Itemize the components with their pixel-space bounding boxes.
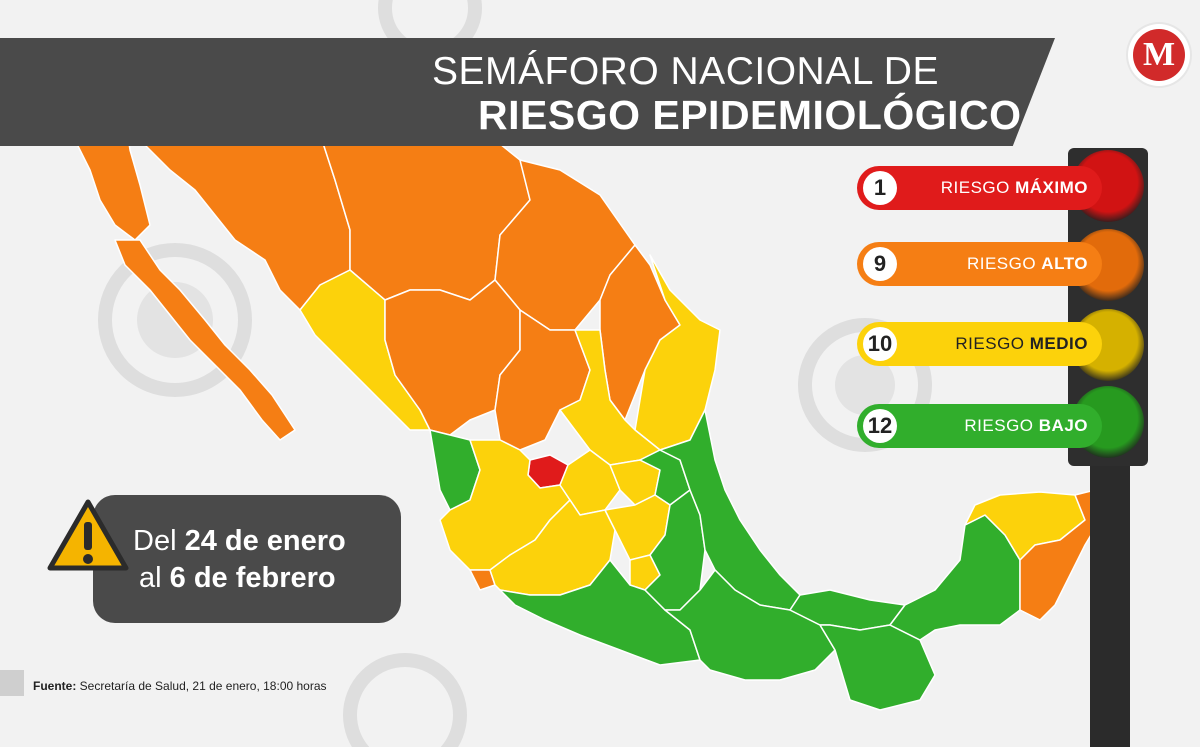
source-text: Secretaría de Salud, 21 de enero, 18:00 …: [76, 679, 327, 693]
source-marker: [0, 670, 24, 696]
logo-circle: [1133, 29, 1185, 81]
legend-count: 1: [863, 171, 897, 205]
legend-count: 10: [863, 327, 897, 361]
legend-level: BAJO: [1038, 416, 1088, 435]
warning-icon: [47, 499, 129, 571]
legend-prefix: RIESGO: [966, 254, 1042, 273]
legend-level: MÁXIMO: [1015, 178, 1088, 197]
legend-item-maximo: 1 RIESGO MÁXIMO: [857, 166, 1102, 210]
date-range-box: [93, 495, 401, 623]
traffic-light-pole: [1090, 455, 1130, 747]
date-prefix-1: Del: [133, 525, 185, 557]
legend-label: RIESGO ALTO: [967, 242, 1088, 286]
date-line-1: Del 24 de enero: [133, 525, 346, 558]
state-campeche: [889, 514, 1021, 641]
logo-letter: M: [1142, 36, 1176, 73]
title-banner: [0, 38, 1055, 146]
virus-decoration: [98, 0, 932, 747]
state-chiapas: [819, 624, 936, 711]
legend-count: 9: [863, 247, 897, 281]
legend-prefix: RIESGO: [964, 416, 1039, 435]
legend-item-bajo: 12 RIESGO BAJO: [857, 404, 1102, 448]
legend-item-medio: 10 RIESGO MEDIO: [857, 322, 1102, 366]
date-start: 24 de enero: [184, 525, 346, 557]
date-end: 6 de febrero: [169, 562, 336, 594]
legend-label: RIESGO MEDIO: [955, 322, 1088, 366]
legend-item-alto: 9 RIESGO ALTO: [857, 242, 1102, 286]
legend-label: RIESGO MÁXIMO: [941, 166, 1088, 210]
legend-level: MEDIO: [1029, 334, 1088, 353]
state-baja-california-sur: [114, 239, 296, 441]
legend-level: ALTO: [1041, 254, 1088, 273]
legend-prefix: RIESGO: [940, 178, 1016, 197]
date-line-2: al 6 de febrero: [139, 562, 336, 595]
source-label: Fuente:: [33, 679, 77, 693]
date-prefix-2: al: [139, 562, 170, 594]
title-line-1: SEMÁFORO NACIONAL DE: [432, 50, 939, 93]
milenio-logo: M: [1128, 24, 1190, 86]
legend-prefix: RIESGO: [955, 334, 1030, 353]
title-line-2: RIESGO EPIDEMIOLÓGICO: [478, 92, 1022, 138]
legend-label: RIESGO BAJO: [964, 404, 1088, 448]
legend-count: 12: [863, 409, 897, 443]
source-note: Fuente: Secretaría de Salud, 21 de enero…: [33, 679, 327, 693]
